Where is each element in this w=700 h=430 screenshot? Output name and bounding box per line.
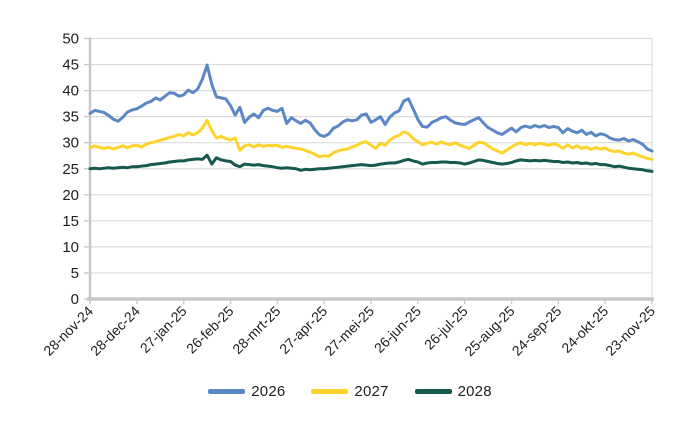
legend-item-2026: 2026 xyxy=(208,383,285,400)
x-axis-tick-label: 26-jun-25 xyxy=(371,303,424,356)
y-axis-tick-label: 35 xyxy=(62,109,79,126)
legend-item-2028: 2028 xyxy=(414,383,492,400)
y-axis-tick-label: 20 xyxy=(62,187,79,204)
y-axis-tick-label: 30 xyxy=(62,135,79,152)
chart-legend: 2026 2027 2028 xyxy=(0,383,700,400)
series-line-2026 xyxy=(88,63,654,153)
y-axis-tick-label: 25 xyxy=(62,161,79,178)
y-axis-tick-label: 15 xyxy=(62,213,79,230)
x-axis-tick-label: 27-mei-25 xyxy=(321,303,377,359)
x-axis-tick-label: 27-jan-25 xyxy=(137,303,190,356)
x-axis-tick-label: 23-nov-25 xyxy=(602,303,658,359)
legend-label: 2028 xyxy=(457,383,492,400)
x-axis-tick-label: 25-aug-25 xyxy=(461,303,518,360)
x-axis-tick-label: 28-dec-24 xyxy=(87,303,143,359)
y-axis-tick-label: 5 xyxy=(71,265,79,282)
x-axis-tick-label: 28-mrt-25 xyxy=(229,303,283,357)
series-line-2027 xyxy=(88,118,654,161)
legend-swatch-2027 xyxy=(311,389,349,394)
legend-swatch-2026 xyxy=(208,389,246,394)
legend-swatch-2028 xyxy=(414,389,452,394)
y-axis-tick-label: 50 xyxy=(62,31,79,48)
y-axis-tick-label: 0 xyxy=(71,291,79,308)
x-axis-tick-label: 26-feb-25 xyxy=(183,303,237,357)
legend-label: 2026 xyxy=(251,383,286,400)
x-axis-tick-label: 28-nov-24 xyxy=(40,303,96,359)
series-line-2028 xyxy=(88,153,654,173)
y-axis-tick-label: 10 xyxy=(62,239,79,256)
legend-label: 2027 xyxy=(354,383,389,400)
x-axis-tick-label: 24-sep-25 xyxy=(509,303,565,359)
y-axis-tick-label: 45 xyxy=(62,57,79,74)
legend-item-2027: 2027 xyxy=(311,383,388,400)
y-axis-tick-label: 40 xyxy=(62,83,79,100)
